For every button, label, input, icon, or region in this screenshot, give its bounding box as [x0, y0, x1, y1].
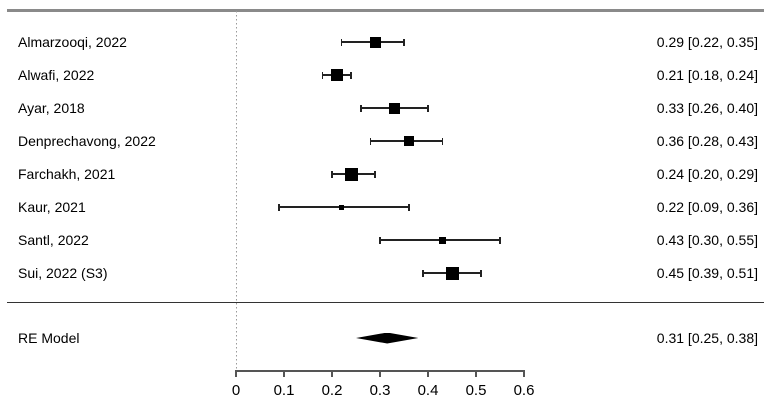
- axis-tick: [331, 370, 333, 377]
- ci-cap-right: [408, 203, 410, 211]
- axis-tick: [235, 370, 237, 377]
- ci-cap-right: [480, 269, 482, 277]
- ci-cap-right: [499, 236, 501, 244]
- study-label: Almarzooqi, 2022: [18, 34, 127, 50]
- axis-tick: [523, 370, 525, 377]
- axis-tick-label: 0.1: [273, 382, 295, 399]
- top-rule: [7, 9, 764, 12]
- summary-label: RE Model: [18, 330, 80, 346]
- study-label: Kaur, 2021: [18, 199, 86, 215]
- axis-tick: [283, 370, 285, 377]
- axis-tick-label: 0.5: [465, 382, 487, 399]
- study-point-marker: [339, 204, 345, 210]
- estimate-label: 0.43 [0.30, 0.55]: [656, 232, 758, 248]
- study-label: Santl, 2022: [18, 232, 89, 248]
- estimate-label: 0.22 [0.09, 0.36]: [656, 199, 758, 215]
- study-point-marker: [330, 69, 343, 81]
- axis-tick-label: 0: [231, 382, 241, 399]
- estimate-label: 0.45 [0.39, 0.51]: [656, 265, 758, 281]
- ci-cap-left: [422, 269, 424, 277]
- summary-diamond: [356, 332, 419, 344]
- ci-cap-left: [331, 170, 333, 178]
- ci-cap-left: [321, 71, 324, 79]
- reference-line: [235, 11, 237, 370]
- estimate-label: 0.21 [0.18, 0.24]: [656, 67, 758, 83]
- ci-cap-right: [350, 71, 352, 79]
- study-label: Denprechavong, 2022: [18, 133, 156, 149]
- ci-cap-right: [403, 38, 405, 46]
- study-label: Sui, 2022 (S3): [18, 265, 108, 281]
- estimate-label: 0.24 [0.20, 0.29]: [656, 166, 758, 182]
- ci-cap-left: [369, 137, 372, 145]
- study-point-marker: [344, 167, 358, 181]
- study-label: Farchakh, 2021: [18, 166, 116, 182]
- study-label: Ayar, 2018: [18, 100, 85, 116]
- study-point-marker: [369, 36, 381, 48]
- study-point-marker: [388, 102, 400, 114]
- estimate-label: 0.33 [0.26, 0.40]: [656, 100, 758, 116]
- ci-cap-left: [360, 104, 362, 112]
- summary-estimate-label: 0.31 [0.25, 0.38]: [656, 330, 758, 346]
- axis-tick: [427, 370, 429, 377]
- ci-cap-right: [441, 137, 444, 145]
- axis-tick-label: 0.4: [417, 382, 439, 399]
- ci-cap-right: [427, 104, 429, 112]
- axis-tick: [379, 370, 381, 377]
- axis-tick-label: 0.2: [321, 382, 343, 399]
- axis-tick: [475, 370, 477, 377]
- estimate-label: 0.29 [0.22, 0.35]: [656, 34, 758, 50]
- axis-tick-label: 0.6: [513, 382, 535, 399]
- study-label: Alwafi, 2022: [18, 67, 95, 83]
- ci-cap-left: [340, 38, 343, 46]
- ci-cap-right: [374, 170, 376, 178]
- ci-cap-left: [278, 203, 280, 211]
- estimate-label: 0.36 [0.28, 0.43]: [656, 133, 758, 149]
- axis-tick-label: 0.3: [369, 382, 391, 399]
- summary-rule: [7, 302, 764, 304]
- study-point-marker: [403, 136, 414, 146]
- study-point-marker: [438, 236, 446, 244]
- ci-cap-left: [379, 236, 381, 244]
- study-point-marker: [445, 266, 459, 280]
